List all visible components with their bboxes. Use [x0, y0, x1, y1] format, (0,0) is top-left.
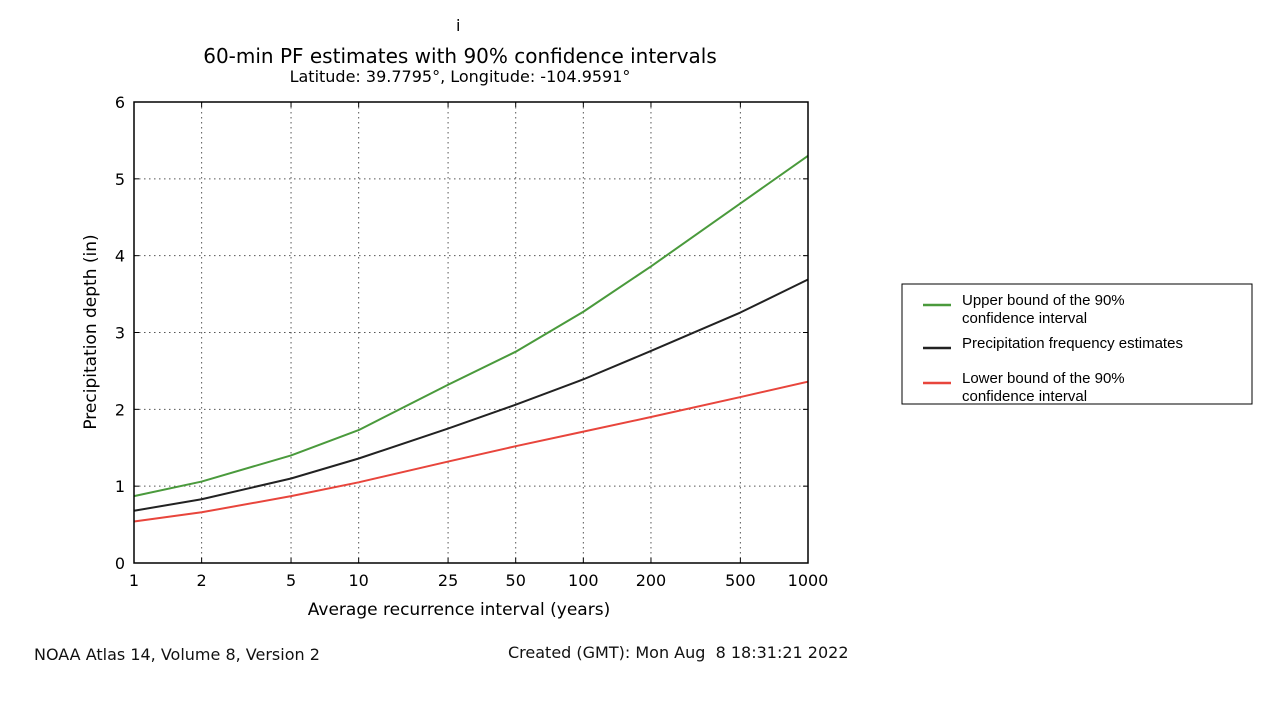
legend: Upper bound of the 90%confidence interva… — [901, 283, 1253, 405]
pf-chart: 60-min PF estimates with 90% confidence … — [81, 44, 1253, 620]
x-axis-label: Average recurrence interval (years) — [308, 600, 610, 620]
y-axis-label: Precipitation depth (in) — [81, 234, 101, 429]
upper-bound-line — [133, 154, 809, 498]
legend-box — [901, 283, 1253, 405]
y-tick-label: 3 — [115, 324, 125, 343]
x-tick-label: 1000 — [788, 571, 829, 590]
series-lines — [133, 154, 809, 523]
x-tick-label: 2 — [197, 571, 207, 590]
legend-label: Lower bound of the 90% — [962, 370, 1125, 387]
legend-entry-upper: Upper bound of the 90%confidence interva… — [923, 292, 1125, 327]
x-tick-label: 1 — [129, 571, 139, 590]
legend-label: confidence interval — [962, 310, 1087, 327]
y-tick-label: 4 — [115, 247, 125, 266]
legend-label: confidence interval — [962, 388, 1087, 405]
y-tick-label: 5 — [115, 170, 125, 189]
x-tick-label: 100 — [568, 571, 599, 590]
footer-created: Created (GMT): Mon Aug 8 18:31:21 2022 — [508, 643, 849, 662]
legend-entry-lower: Lower bound of the 90%confidence interva… — [923, 370, 1125, 405]
x-tick-label: 5 — [286, 571, 296, 590]
stray-mark: i — [456, 16, 461, 35]
x-tick-label: 50 — [506, 571, 526, 590]
x-tick-label: 25 — [438, 571, 458, 590]
y-tick-label: 6 — [115, 93, 125, 112]
legend-label: Precipitation frequency estimates — [962, 335, 1183, 352]
legend-entry-estimate: Precipitation frequency estimates — [923, 335, 1183, 352]
chart-title: 60-min PF estimates with 90% confidence … — [203, 44, 717, 68]
grid — [134, 102, 808, 563]
footer-source: NOAA Atlas 14, Volume 8, Version 2 — [34, 645, 320, 664]
y-tick-label: 0 — [115, 554, 125, 573]
y-tick-label: 2 — [115, 400, 125, 419]
x-tick-label: 200 — [636, 571, 667, 590]
x-tick-label: 500 — [725, 571, 756, 590]
estimate-line — [133, 278, 809, 512]
y-tick-label: 1 — [115, 477, 125, 496]
legend-label: Upper bound of the 90% — [962, 292, 1125, 309]
lower-bound-line — [133, 380, 809, 523]
x-tick-label: 10 — [348, 571, 368, 590]
chart-subtitle: Latitude: 39.7795°, Longitude: -104.9591… — [290, 67, 631, 86]
